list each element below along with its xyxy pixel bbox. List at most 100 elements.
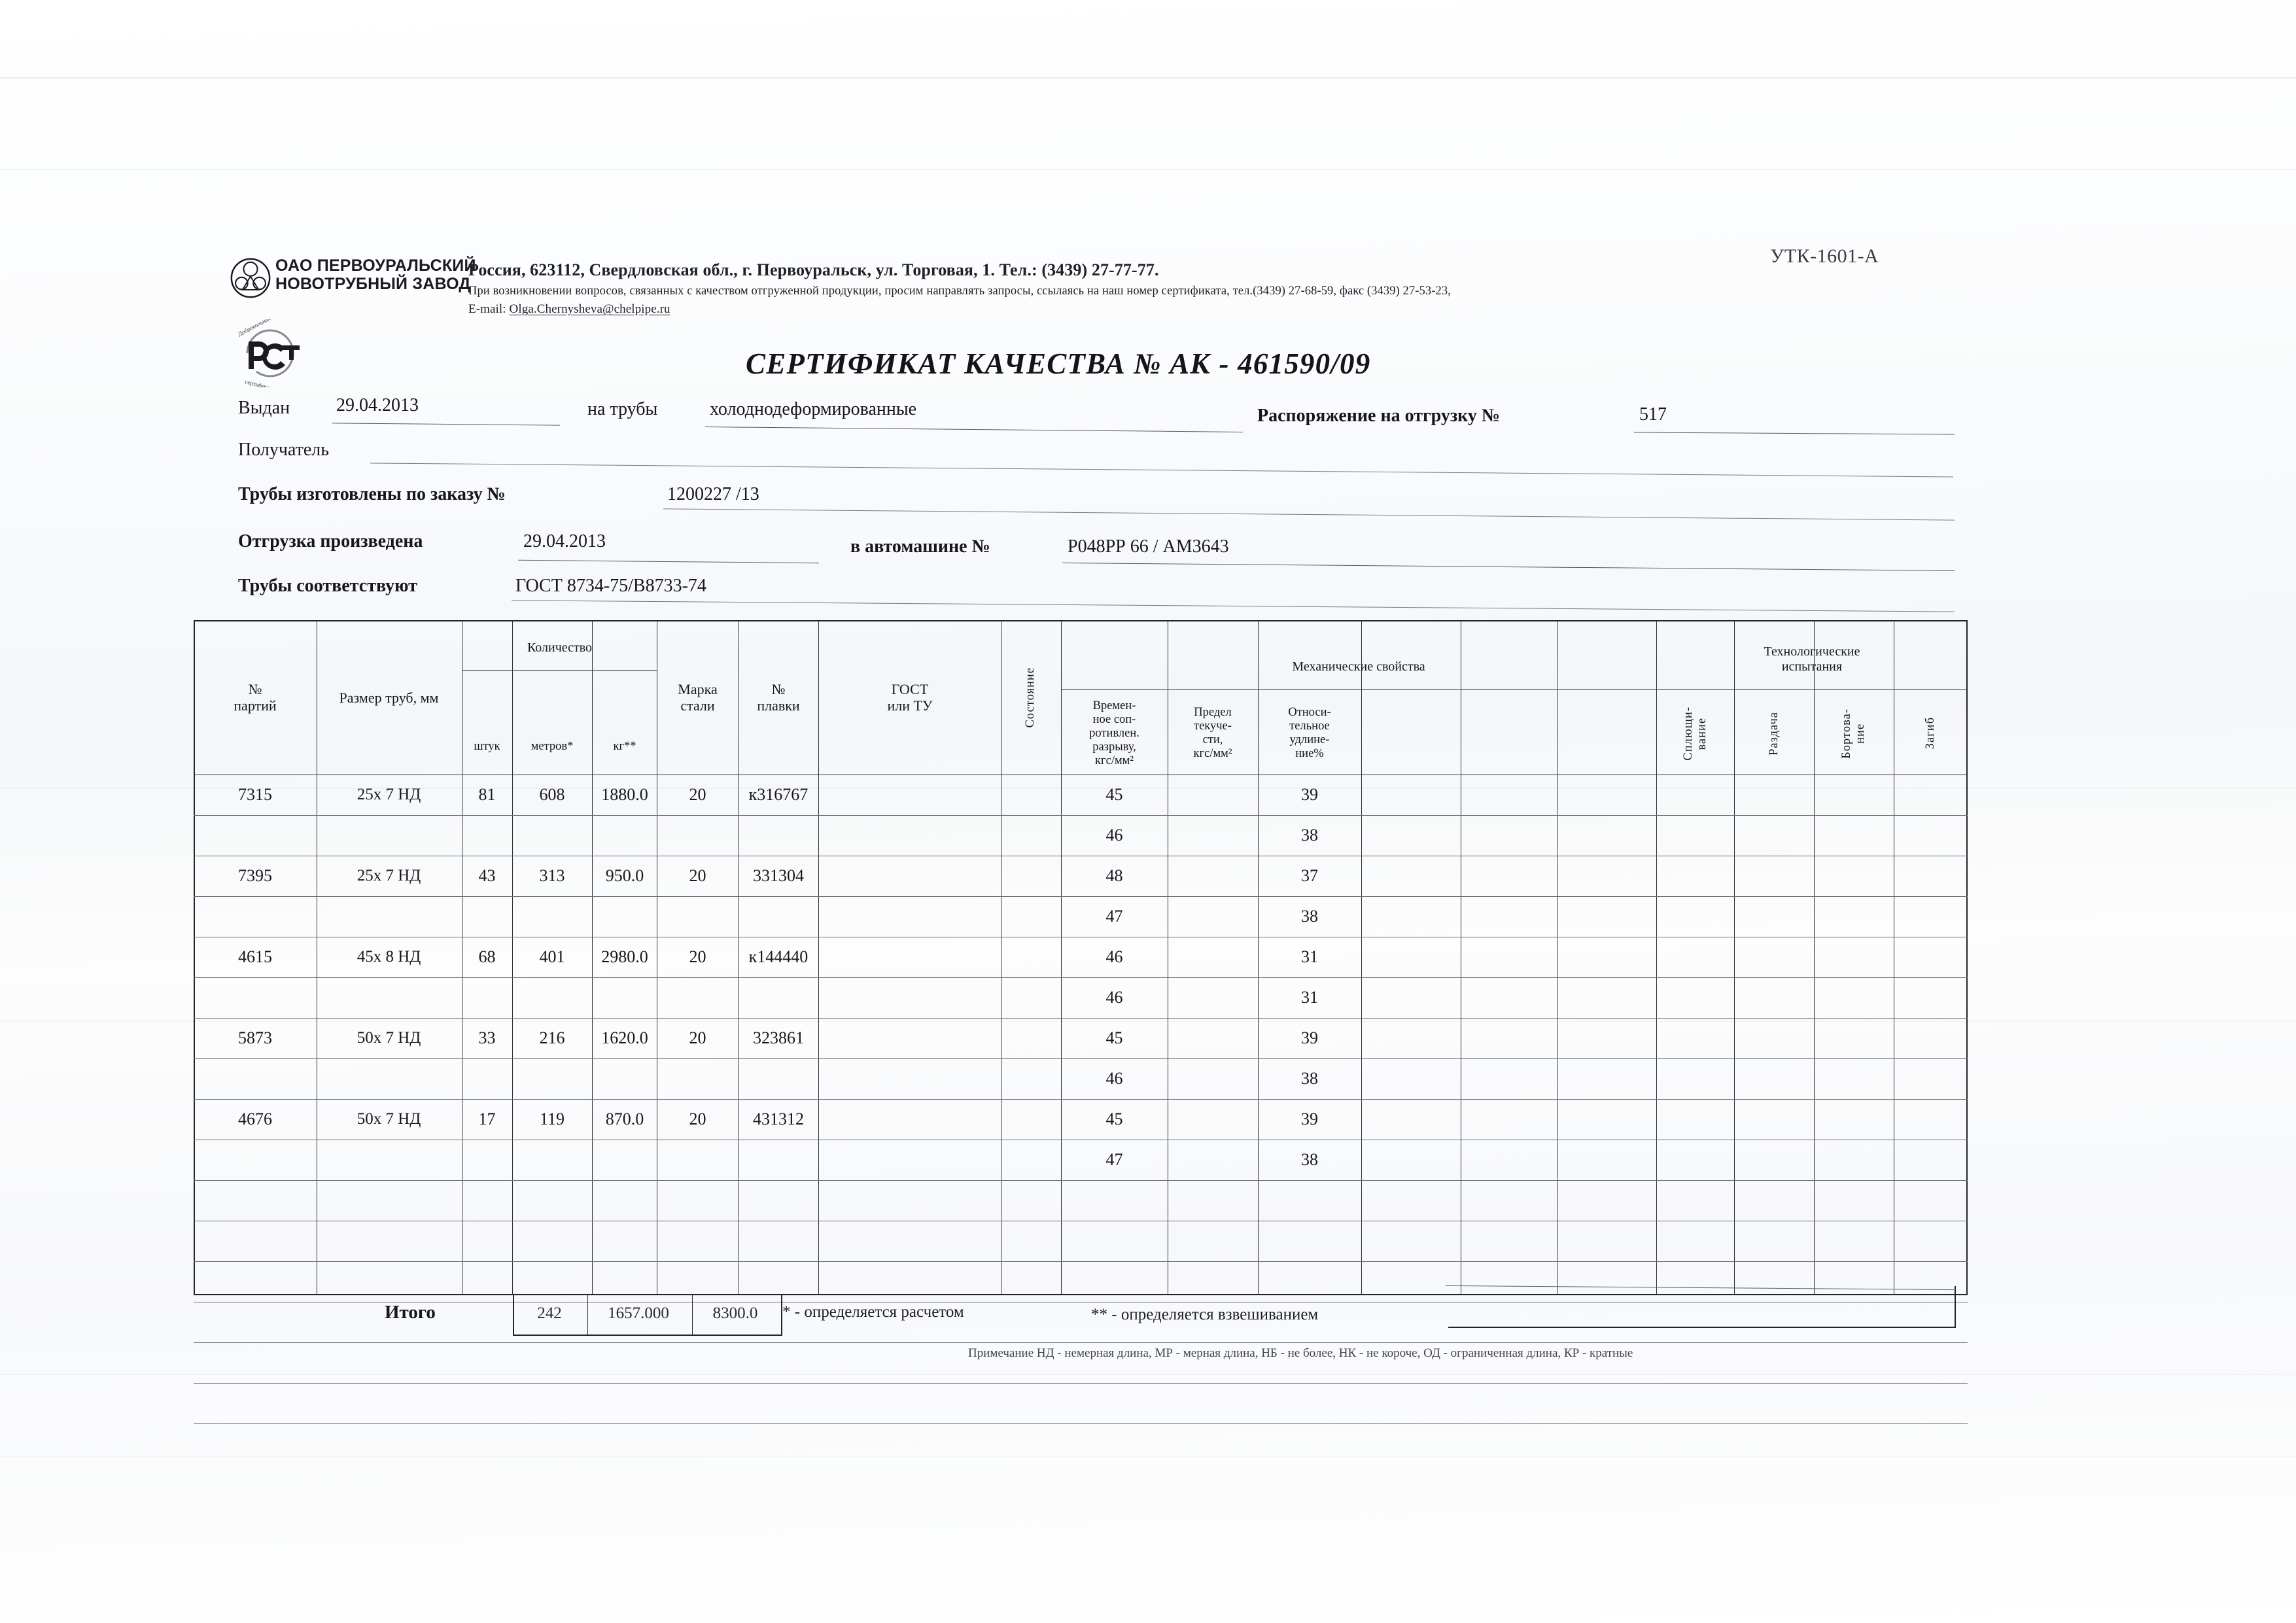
table-row-divider xyxy=(194,977,1968,978)
cell-pipe-size: 25х 7 НД xyxy=(357,867,421,884)
footnote-single-star: * - определяется расчетом xyxy=(782,1303,964,1321)
table-column-divider xyxy=(1814,620,1815,1295)
cell-elongation: 38 xyxy=(1301,1150,1318,1169)
cell-elongation: 31 xyxy=(1301,988,1318,1007)
cell-pipe-size: 45х 8 НД xyxy=(357,948,421,966)
table-column-divider xyxy=(1734,620,1735,1295)
table-column-divider xyxy=(592,620,593,1295)
table-column-divider xyxy=(818,620,819,1295)
standard-rule xyxy=(512,600,1955,612)
table-column-divider xyxy=(1258,620,1259,1295)
cell-elongation: 38 xyxy=(1301,907,1318,926)
cell-kg: 1620.0 xyxy=(601,1028,648,1047)
vehicle-rule xyxy=(1062,563,1955,571)
for-pipes-value: холоднодеформированные xyxy=(710,399,917,419)
email-label: E-mail: xyxy=(468,302,506,316)
table-group-divider xyxy=(1656,689,1968,690)
pipe-cluster-logo-icon xyxy=(230,258,271,298)
company-notice: При возникновении вопросов, связанных с … xyxy=(468,285,1451,298)
table-remark: Примечание НД - немерная длина, МР - мер… xyxy=(968,1346,1633,1360)
column-header-steel-grade: Марка стали xyxy=(678,681,718,714)
company-email[interactable]: Olga.Chernysheva@chelpipe.ru xyxy=(509,302,670,316)
issued-rule xyxy=(332,423,560,426)
scan-artifact-band xyxy=(0,169,2296,170)
cell-tensile-strength: 45 xyxy=(1105,1109,1123,1128)
cell-elongation: 38 xyxy=(1301,1069,1318,1088)
column-header-mech-blank-3 xyxy=(1557,692,1656,775)
table-row-divider xyxy=(194,1342,1968,1343)
company-name-line1: ОАО ПЕРВОУРАЛЬСКИЙ xyxy=(275,256,476,275)
cell-meters: 313 xyxy=(539,866,565,885)
cell-steel-grade: 20 xyxy=(689,947,706,966)
table-row-divider xyxy=(194,1058,1968,1059)
column-header-flattening: Сплющи- вание xyxy=(1681,706,1709,761)
company-logo-block: ОАО ПЕРВОУРАЛЬСКИЙ НОВОТРУБНЫЙ ЗАВОД xyxy=(230,256,476,298)
vehicle-label: в автомашине № xyxy=(850,536,990,557)
totals-pieces: 242 xyxy=(537,1304,562,1322)
table-row-divider xyxy=(194,1383,1968,1384)
company-email-line: E-mail: Olga.Chernysheva@chelpipe.ru xyxy=(468,302,1973,317)
column-header-bending: Загиб xyxy=(1924,717,1937,750)
cell-heat-no: 431312 xyxy=(753,1109,804,1128)
column-header-technological-tests: Технологические испытания xyxy=(1764,644,1860,674)
shipment-label: Отгрузка произведена xyxy=(238,531,423,551)
cell-elongation: 37 xyxy=(1301,866,1318,885)
cell-batch-no: 7315 xyxy=(238,785,272,804)
table-column-divider xyxy=(1361,620,1362,1295)
table-row-divider xyxy=(194,1180,1968,1181)
table-group-divider xyxy=(1061,689,1656,690)
shipment-value: 29.04.2013 xyxy=(523,531,606,551)
company-address: Россия, 623112, Свердловская обл., г. Пе… xyxy=(468,260,1159,279)
standard-value: ГОСТ 8734-75/В8733-74 xyxy=(515,576,706,596)
order-value: 1200227 /13 xyxy=(667,484,759,504)
cell-pieces: 68 xyxy=(478,947,496,966)
cell-kg: 950.0 xyxy=(605,866,644,885)
page-title: СЕРТИФИКАТ КАЧЕСТВА № АК - 461590/09 xyxy=(746,347,1371,380)
column-header-yield-strength: Предел текуче- сти, кгс/мм² xyxy=(1193,706,1232,760)
table-border xyxy=(194,620,1968,1295)
shipment-rule xyxy=(518,559,819,564)
cell-meters: 401 xyxy=(539,947,565,966)
recipient-label: Получатель xyxy=(238,440,330,460)
column-header-flanging: Бортова- ние xyxy=(1840,708,1867,759)
for-pipes-rule xyxy=(705,427,1243,432)
svg-text:сертификация: сертификация xyxy=(245,378,281,387)
cell-batch-no: 5873 xyxy=(238,1028,272,1047)
column-header-quantity: Количество xyxy=(527,640,593,655)
cell-heat-no: к316767 xyxy=(748,785,809,804)
cell-pieces: 33 xyxy=(478,1028,496,1047)
cell-tensile-strength: 48 xyxy=(1105,866,1123,885)
column-header-heat-no: № плавки xyxy=(757,681,800,714)
cell-pipe-size: 25х 7 НД xyxy=(357,786,421,803)
column-header-condition: Состояние xyxy=(1024,667,1037,728)
column-header-elongation: Относи- тельное удлине- ние% xyxy=(1288,706,1331,760)
column-header-expansion: Раздача xyxy=(1767,711,1781,756)
column-header-gost: ГОСТ или ТУ xyxy=(887,681,933,714)
scan-artifact-band xyxy=(0,1456,2296,1457)
column-header-mechanical-properties: Механические свойства xyxy=(1292,659,1425,674)
cell-pipe-size: 50х 7 НД xyxy=(357,1029,421,1047)
vehicle-value: Р048РР 66 / АМ3643 xyxy=(1068,536,1229,557)
form-code: УТК-1601-А xyxy=(1770,245,1879,267)
scan-artifact-band xyxy=(0,1374,2296,1375)
cell-heat-no: 323861 xyxy=(753,1028,804,1047)
totals-box xyxy=(513,1294,782,1336)
column-header-meters: метров* xyxy=(531,739,574,753)
table-group-divider xyxy=(462,670,657,671)
cell-steel-grade: 20 xyxy=(689,1109,706,1128)
cell-tensile-strength: 46 xyxy=(1105,947,1123,966)
column-header-pieces: штук xyxy=(474,739,500,753)
cell-heat-no: к144440 xyxy=(748,947,809,966)
order-label: Трубы изготовлены по заказу № xyxy=(238,484,506,504)
table-column-divider xyxy=(1061,620,1062,1295)
cell-steel-grade: 20 xyxy=(689,785,706,804)
column-header-tensile-strength: Времен- ное соп- ротивлен. разрыву, кгс/… xyxy=(1089,699,1139,767)
cell-pipe-size: 50х 7 НД xyxy=(357,1110,421,1128)
shipping-order-label: Распоряжение на отгрузку № xyxy=(1257,406,1500,426)
cell-elongation: 31 xyxy=(1301,947,1318,966)
gost-r-certification-mark-icon: Добровольная сертификация xyxy=(237,319,300,387)
table-row-divider xyxy=(194,1099,1968,1100)
scan-artifact-band xyxy=(0,1021,2296,1022)
